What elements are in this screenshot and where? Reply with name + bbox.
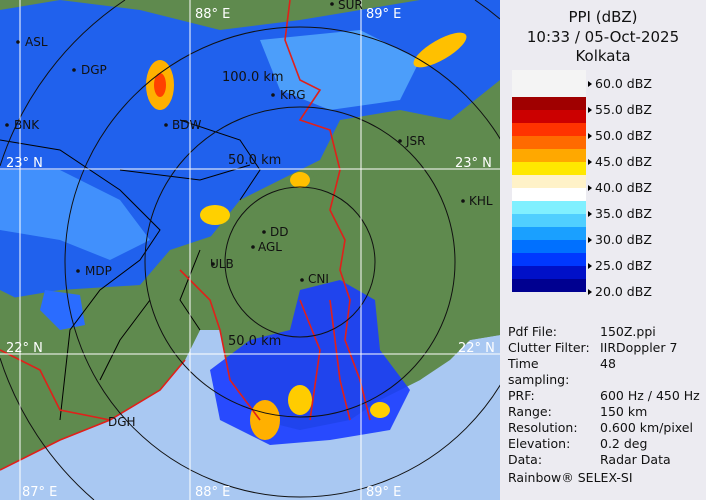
station-label: DGP bbox=[81, 63, 107, 77]
scale-tick-label: 45.0 dBZ bbox=[588, 154, 652, 169]
info-key: Range: bbox=[508, 404, 552, 419]
scale-tick-label: 60.0 dBZ bbox=[588, 76, 652, 91]
info-value: 0.600 km/pixel bbox=[600, 420, 693, 435]
grid-label: 87° E bbox=[22, 485, 57, 500]
grid-label: 89° E bbox=[366, 7, 401, 22]
scale-tick-label: 20.0 dBZ bbox=[588, 284, 652, 299]
range-ring bbox=[64, 26, 500, 498]
stations: SUR ASL DGP BNK BDW KRG JSR KHL DD AGL U… bbox=[5, 0, 493, 429]
color-band bbox=[512, 110, 586, 123]
info-row: Time sampling: 48 bbox=[508, 356, 700, 388]
color-scale bbox=[512, 70, 586, 292]
info-row: Resolution: 0.600 km/pixel bbox=[508, 420, 700, 436]
border-lines bbox=[0, 0, 371, 471]
info-value: 600 Hz / 450 Hz bbox=[600, 388, 700, 403]
info-value: Radar Data bbox=[600, 452, 671, 467]
color-band bbox=[512, 162, 586, 175]
range-ring bbox=[224, 186, 376, 338]
scale-tick-label: 30.0 dBZ bbox=[588, 232, 652, 247]
color-band bbox=[512, 201, 586, 214]
scale-tick-label: 40.0 dBZ bbox=[588, 180, 652, 195]
color-band bbox=[512, 70, 586, 97]
station-label: AGL bbox=[258, 240, 282, 254]
scale-tick-label: 25.0 dBZ bbox=[588, 258, 652, 273]
color-band bbox=[512, 97, 586, 110]
info-key: Time sampling: bbox=[508, 356, 570, 387]
station-label: BNK bbox=[14, 118, 40, 132]
color-band bbox=[512, 227, 586, 240]
color-band bbox=[512, 149, 586, 162]
info-value: IIRDoppler 7 bbox=[600, 340, 678, 355]
grid-label: 22° N bbox=[458, 341, 495, 356]
range-label: 50.0 km bbox=[228, 153, 281, 168]
info-value: 150Z.ppi bbox=[600, 324, 656, 339]
range-rings bbox=[0, 0, 500, 500]
scale-tick-label: 55.0 dBZ bbox=[588, 102, 652, 117]
info-value: 150 km bbox=[600, 404, 648, 419]
product-title: PPI (dBZ) bbox=[568, 8, 638, 26]
info-key: Resolution: bbox=[508, 420, 578, 435]
range-ring bbox=[0, 0, 500, 500]
info-key: Clutter Filter: bbox=[508, 340, 590, 355]
info-key: PRF: bbox=[508, 388, 535, 403]
info-key: Data: bbox=[508, 452, 543, 467]
color-band bbox=[512, 136, 586, 149]
station-label: DD bbox=[270, 225, 288, 239]
color-band bbox=[512, 175, 586, 188]
station-name: Kolkata bbox=[575, 47, 631, 65]
range-label: 100.0 km bbox=[222, 70, 284, 85]
lat-lon-grid bbox=[0, 0, 500, 500]
station-label: MDP bbox=[85, 264, 112, 278]
station-label: ULB bbox=[210, 257, 234, 271]
grid-label: 23° N bbox=[6, 156, 43, 171]
station-label: ASL bbox=[25, 35, 48, 49]
color-band bbox=[512, 253, 586, 266]
info-row: PRF: 600 Hz / 450 Hz bbox=[508, 388, 700, 404]
scale-tick-label: 50.0 dBZ bbox=[588, 128, 652, 143]
grid-label: 88° E bbox=[195, 7, 230, 22]
grid-label: 88° E bbox=[195, 485, 230, 500]
color-band bbox=[512, 240, 586, 253]
grid-label: 89° E bbox=[366, 485, 401, 500]
info-value: 48 bbox=[600, 356, 616, 371]
station-label: KRG bbox=[280, 88, 306, 102]
radar-ppi-map: 88° E 89° E 23° N 23° N 22° N 22° N 87° … bbox=[0, 0, 500, 500]
info-row: Elevation: 0.2 deg bbox=[508, 436, 700, 452]
radar-info: Pdf File: 150Z.ppi Clutter Filter: IIRDoppl… bbox=[508, 324, 700, 486]
legend-panel: PPI (dBZ) 10:33 / 05-Oct-2025 Kolkata 60… bbox=[500, 0, 706, 500]
station-label: CNI bbox=[308, 272, 329, 286]
station-label: JSR bbox=[405, 134, 426, 148]
color-band bbox=[512, 214, 586, 227]
info-value: 0.2 deg bbox=[600, 436, 648, 451]
station-label: BDW bbox=[172, 118, 201, 132]
info-row: Data: Radar Data bbox=[508, 452, 700, 468]
range-label: 50.0 km bbox=[228, 334, 281, 349]
datetime: 10:33 / 05-Oct-2025 bbox=[526, 28, 680, 46]
info-row: Clutter Filter: IIRDoppler 7 bbox=[508, 340, 700, 356]
station-label: KHL bbox=[469, 194, 493, 208]
reflectivity-echoes bbox=[0, 0, 500, 445]
info-row: Range: 150 km bbox=[508, 404, 700, 420]
grid-label: 23° N bbox=[455, 156, 492, 171]
station-label: DGH bbox=[108, 415, 136, 429]
credit: Rainbow® SELEX-SI bbox=[508, 470, 633, 485]
range-ring bbox=[144, 106, 456, 418]
info-row: Pdf File: 150Z.ppi bbox=[508, 324, 700, 340]
info-key: Pdf File: bbox=[508, 324, 557, 339]
info-key: Elevation: bbox=[508, 436, 571, 451]
color-band bbox=[512, 123, 586, 136]
color-band bbox=[512, 266, 586, 279]
scale-tick-label: 35.0 dBZ bbox=[588, 206, 652, 221]
station-label: SUR bbox=[338, 0, 363, 12]
color-band bbox=[512, 279, 586, 292]
color-band bbox=[512, 188, 586, 201]
grid-label: 22° N bbox=[6, 341, 43, 356]
